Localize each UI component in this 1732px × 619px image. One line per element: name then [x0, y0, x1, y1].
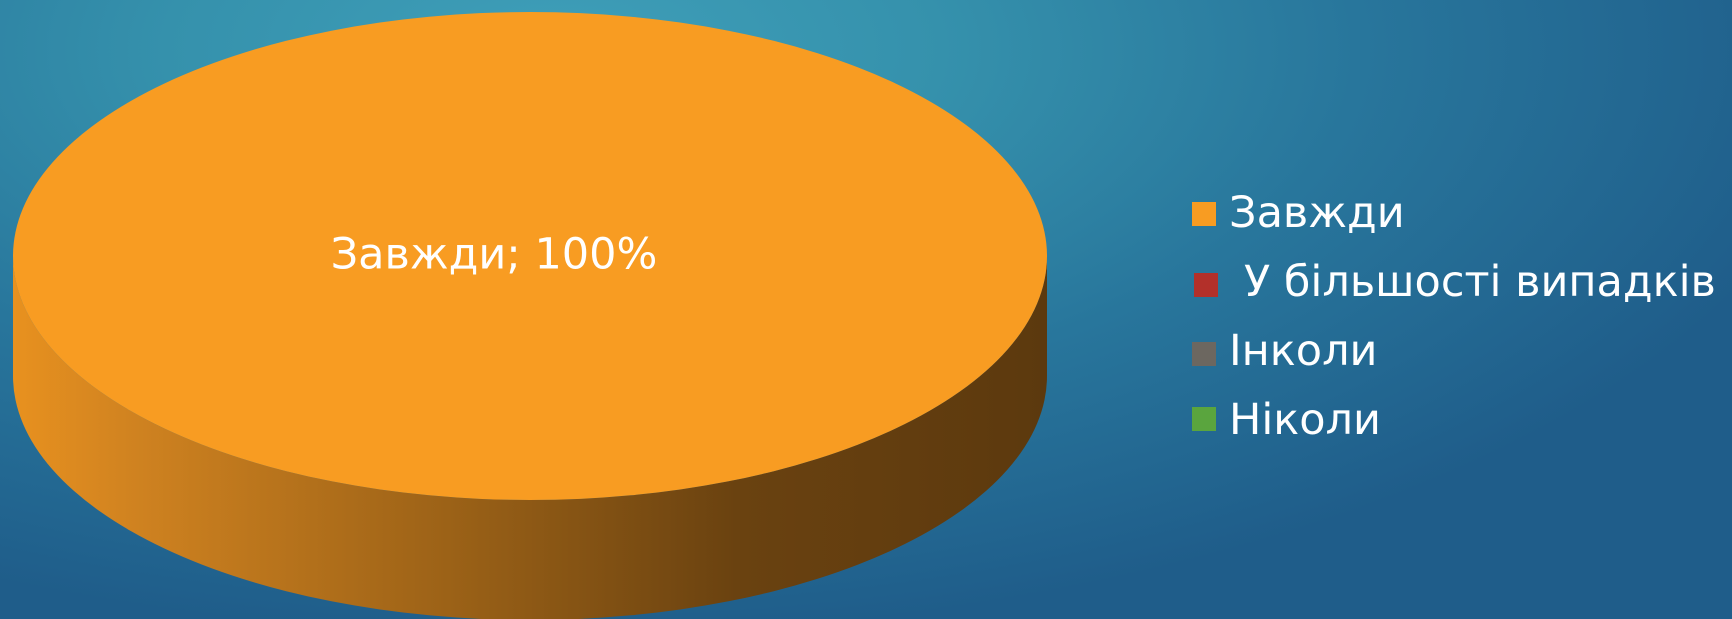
data-label-0: Завжди; 100%	[331, 230, 658, 280]
legend-swatch-2	[1192, 342, 1216, 366]
legend-label-3: Ніколи	[1229, 395, 1381, 445]
pie-slice-Завжди[interactable]	[13, 12, 1047, 500]
legend-label-1: У більшості випадків	[1244, 257, 1716, 307]
legend-swatch-1	[1194, 273, 1218, 297]
legend-swatch-0	[1192, 202, 1216, 226]
legend-label-0: Завжди	[1229, 188, 1405, 238]
legend-label-2: Інколи	[1229, 326, 1378, 376]
legend-swatch-3	[1192, 407, 1216, 431]
pie-side-wall	[13, 256, 1047, 619]
